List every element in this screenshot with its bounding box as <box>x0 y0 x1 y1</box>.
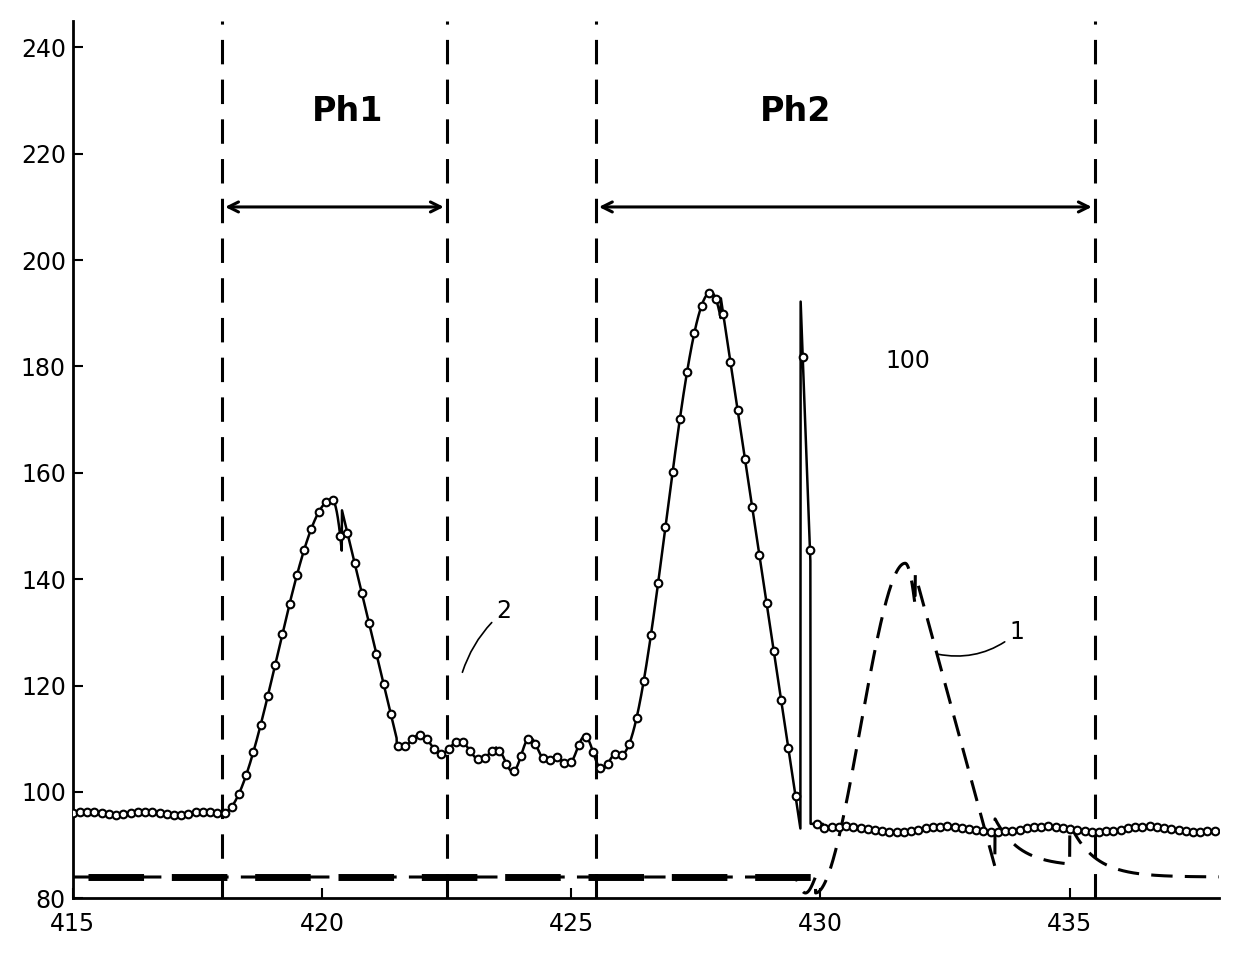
Text: Ph2: Ph2 <box>760 95 831 127</box>
Text: 100: 100 <box>885 349 930 373</box>
Text: 1: 1 <box>937 620 1024 657</box>
Text: Ph1: Ph1 <box>312 95 383 127</box>
Text: 2: 2 <box>463 599 511 672</box>
